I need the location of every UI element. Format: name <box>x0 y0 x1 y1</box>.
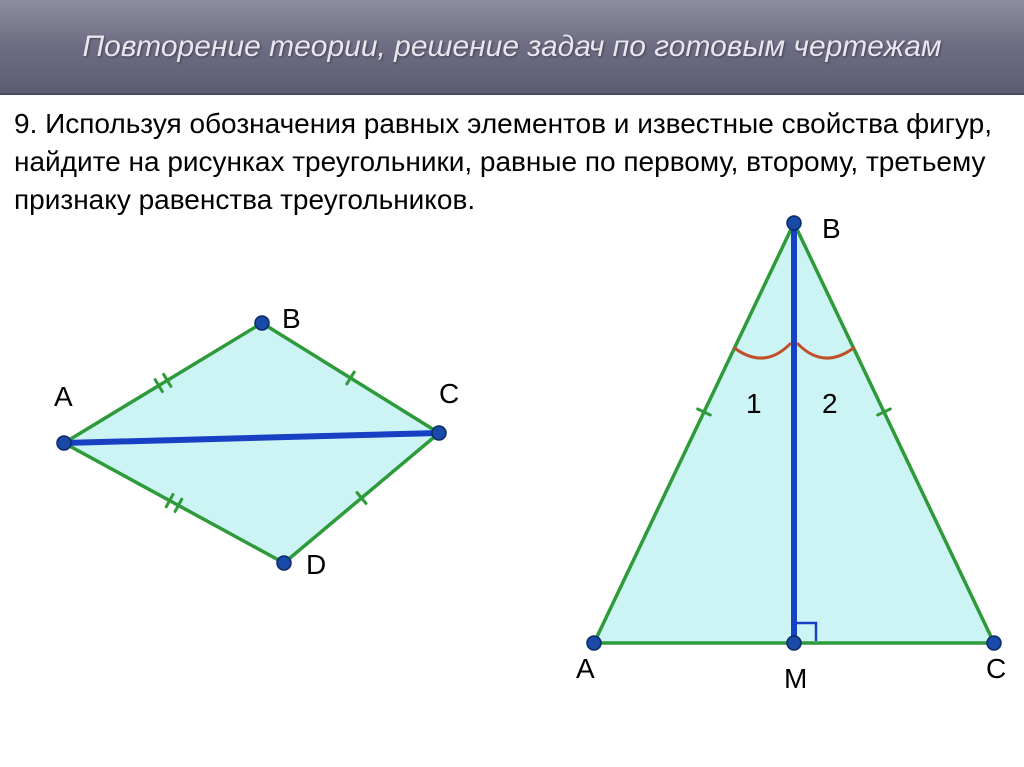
svg-text:A: A <box>54 381 73 412</box>
svg-text:B: B <box>822 213 841 244</box>
svg-text:A: A <box>576 653 595 684</box>
slide-header: Повторение теории, решение задач по гото… <box>0 0 1024 95</box>
svg-text:1: 1 <box>746 388 762 419</box>
diagram-kite: A B C D <box>24 268 484 608</box>
svg-text:B: B <box>282 303 301 334</box>
slide-title: Повторение теории, решение задач по гото… <box>82 27 941 66</box>
svg-text:C: C <box>439 378 459 409</box>
svg-text:M: M <box>784 663 807 694</box>
diagrams-container: A B C D 1 2 A B C M <box>14 218 1010 698</box>
svg-text:C: C <box>986 653 1006 684</box>
svg-text:2: 2 <box>822 388 838 419</box>
diagram-triangle: 1 2 A B C M <box>534 188 1024 708</box>
slide-content: 9. Используя обозначения равных элементо… <box>0 95 1024 708</box>
svg-text:D: D <box>306 549 326 580</box>
